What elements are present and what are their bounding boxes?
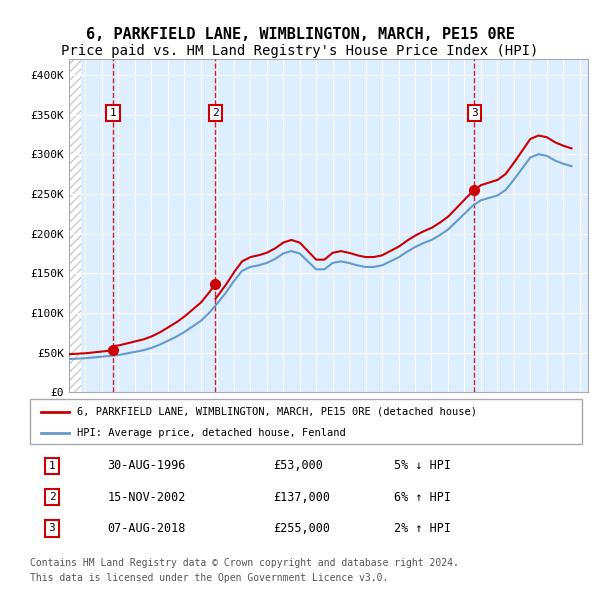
Text: £137,000: £137,000 <box>273 490 330 504</box>
Text: £255,000: £255,000 <box>273 522 330 535</box>
Text: 1: 1 <box>49 461 55 471</box>
Text: 5% ↓ HPI: 5% ↓ HPI <box>394 460 451 473</box>
Text: 2: 2 <box>49 492 55 502</box>
Text: 15-NOV-2002: 15-NOV-2002 <box>107 490 185 504</box>
Text: 3: 3 <box>49 523 55 533</box>
Text: 6, PARKFIELD LANE, WIMBLINGTON, MARCH, PE15 0RE: 6, PARKFIELD LANE, WIMBLINGTON, MARCH, P… <box>86 27 514 41</box>
Text: £53,000: £53,000 <box>273 460 323 473</box>
Text: 07-AUG-2018: 07-AUG-2018 <box>107 522 185 535</box>
Text: 3: 3 <box>471 108 478 118</box>
Text: 6% ↑ HPI: 6% ↑ HPI <box>394 490 451 504</box>
Text: 6, PARKFIELD LANE, WIMBLINGTON, MARCH, PE15 0RE (detached house): 6, PARKFIELD LANE, WIMBLINGTON, MARCH, P… <box>77 407 477 417</box>
Text: Contains HM Land Registry data © Crown copyright and database right 2024.: Contains HM Land Registry data © Crown c… <box>30 558 459 568</box>
Text: HPI: Average price, detached house, Fenland: HPI: Average price, detached house, Fenl… <box>77 428 346 438</box>
Text: This data is licensed under the Open Government Licence v3.0.: This data is licensed under the Open Gov… <box>30 573 388 584</box>
Text: Price paid vs. HM Land Registry's House Price Index (HPI): Price paid vs. HM Land Registry's House … <box>61 44 539 58</box>
Text: 1: 1 <box>110 108 116 118</box>
Text: 30-AUG-1996: 30-AUG-1996 <box>107 460 185 473</box>
Text: 2: 2 <box>212 108 218 118</box>
Text: 2% ↑ HPI: 2% ↑ HPI <box>394 522 451 535</box>
FancyBboxPatch shape <box>30 399 582 444</box>
